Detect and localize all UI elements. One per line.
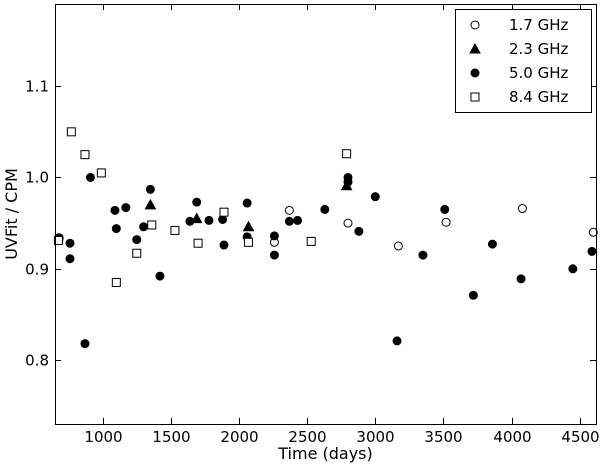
legend-label: 2.3 GHz xyxy=(509,40,569,58)
data-point xyxy=(155,271,165,281)
x-tick-label: 1500 xyxy=(152,428,190,446)
data-point xyxy=(516,274,526,284)
data-point xyxy=(568,264,578,274)
data-point xyxy=(147,220,157,230)
data-point xyxy=(418,250,428,260)
x-axis: 1000 1500 2000 2500 3000 3500 4000 4500 xyxy=(84,4,600,446)
data-point xyxy=(96,168,106,178)
series-8-4-ghz xyxy=(53,127,352,287)
data-markers xyxy=(53,127,598,349)
legend-entries: 1.7 GHz 2.3 GHz 5.0 GHz 8.4 GHz xyxy=(469,16,569,106)
data-point xyxy=(121,203,131,213)
y-axis: 0.8 0.9 1.0 1.1 xyxy=(25,78,596,370)
legend-marker xyxy=(469,42,481,54)
data-point xyxy=(517,204,527,214)
data-point xyxy=(284,216,294,226)
y-tick-label: 0.8 xyxy=(25,352,49,370)
data-point xyxy=(80,150,90,160)
y-tick-label: 1.1 xyxy=(25,78,49,96)
data-point xyxy=(587,246,597,256)
legend-label: 1.7 GHz xyxy=(509,16,569,34)
x-tick-label: 2500 xyxy=(288,428,326,446)
x-tick-label: 2000 xyxy=(220,428,258,446)
data-point xyxy=(440,204,450,214)
plot-frame xyxy=(55,4,597,425)
x-axis-label: Time (days) xyxy=(277,444,373,463)
data-point xyxy=(269,250,279,260)
x-tick-label: 4500 xyxy=(561,428,599,446)
data-point xyxy=(193,238,203,248)
data-point xyxy=(65,238,75,248)
data-point xyxy=(66,127,76,137)
legend-marker xyxy=(470,20,480,30)
data-point xyxy=(139,222,149,232)
data-point xyxy=(393,241,403,251)
legend-marker xyxy=(470,68,480,78)
data-point xyxy=(219,240,229,250)
data-point xyxy=(132,248,142,258)
data-point xyxy=(487,239,497,249)
x-tick-label: 3500 xyxy=(424,428,462,446)
data-point xyxy=(588,227,598,237)
data-point xyxy=(80,339,90,349)
data-point xyxy=(320,204,330,214)
data-point xyxy=(145,184,155,194)
data-point xyxy=(185,216,195,226)
data-point xyxy=(343,218,353,228)
data-point xyxy=(242,198,252,208)
data-point xyxy=(218,214,228,224)
data-point xyxy=(306,236,316,246)
data-point xyxy=(192,197,202,207)
legend: 1.7 GHz 2.3 GHz 5.0 GHz 8.4 GHz xyxy=(455,9,592,113)
legend-entry: 2.3 GHz xyxy=(469,40,569,58)
legend-entry: 1.7 GHz xyxy=(470,16,569,34)
y-tick-label: 1.0 xyxy=(25,169,49,187)
y-tick-label: 0.9 xyxy=(25,261,49,279)
legend-entry: 5.0 GHz xyxy=(470,64,569,82)
series-5-0-ghz xyxy=(54,172,597,349)
legend-label: 5.0 GHz xyxy=(509,64,569,82)
data-point xyxy=(354,226,364,236)
data-point xyxy=(132,235,142,245)
data-point xyxy=(204,215,214,225)
data-point xyxy=(111,277,121,287)
data-point xyxy=(468,290,478,300)
data-point xyxy=(111,224,121,234)
data-point xyxy=(244,237,254,247)
y-axis-label: UVFit / CPM xyxy=(2,168,21,260)
data-point xyxy=(342,149,352,159)
data-point xyxy=(85,172,95,182)
data-point xyxy=(170,225,180,235)
legend-entry: 8.4 GHz xyxy=(470,88,569,106)
data-point xyxy=(269,231,279,241)
data-point xyxy=(110,205,120,215)
data-point xyxy=(53,235,63,245)
data-point xyxy=(343,177,353,187)
data-point xyxy=(284,205,294,215)
x-tick-label: 4000 xyxy=(493,428,531,446)
legend-marker xyxy=(470,92,480,102)
data-point xyxy=(65,254,75,264)
data-point xyxy=(392,336,402,346)
data-point xyxy=(242,220,255,232)
legend-label: 8.4 GHz xyxy=(509,88,569,106)
data-point xyxy=(219,207,229,217)
data-point xyxy=(293,215,303,225)
x-tick-label: 3000 xyxy=(356,428,394,446)
x-tick-label: 1000 xyxy=(84,428,122,446)
data-point xyxy=(370,192,380,202)
data-point xyxy=(144,198,157,210)
data-point xyxy=(441,217,451,227)
